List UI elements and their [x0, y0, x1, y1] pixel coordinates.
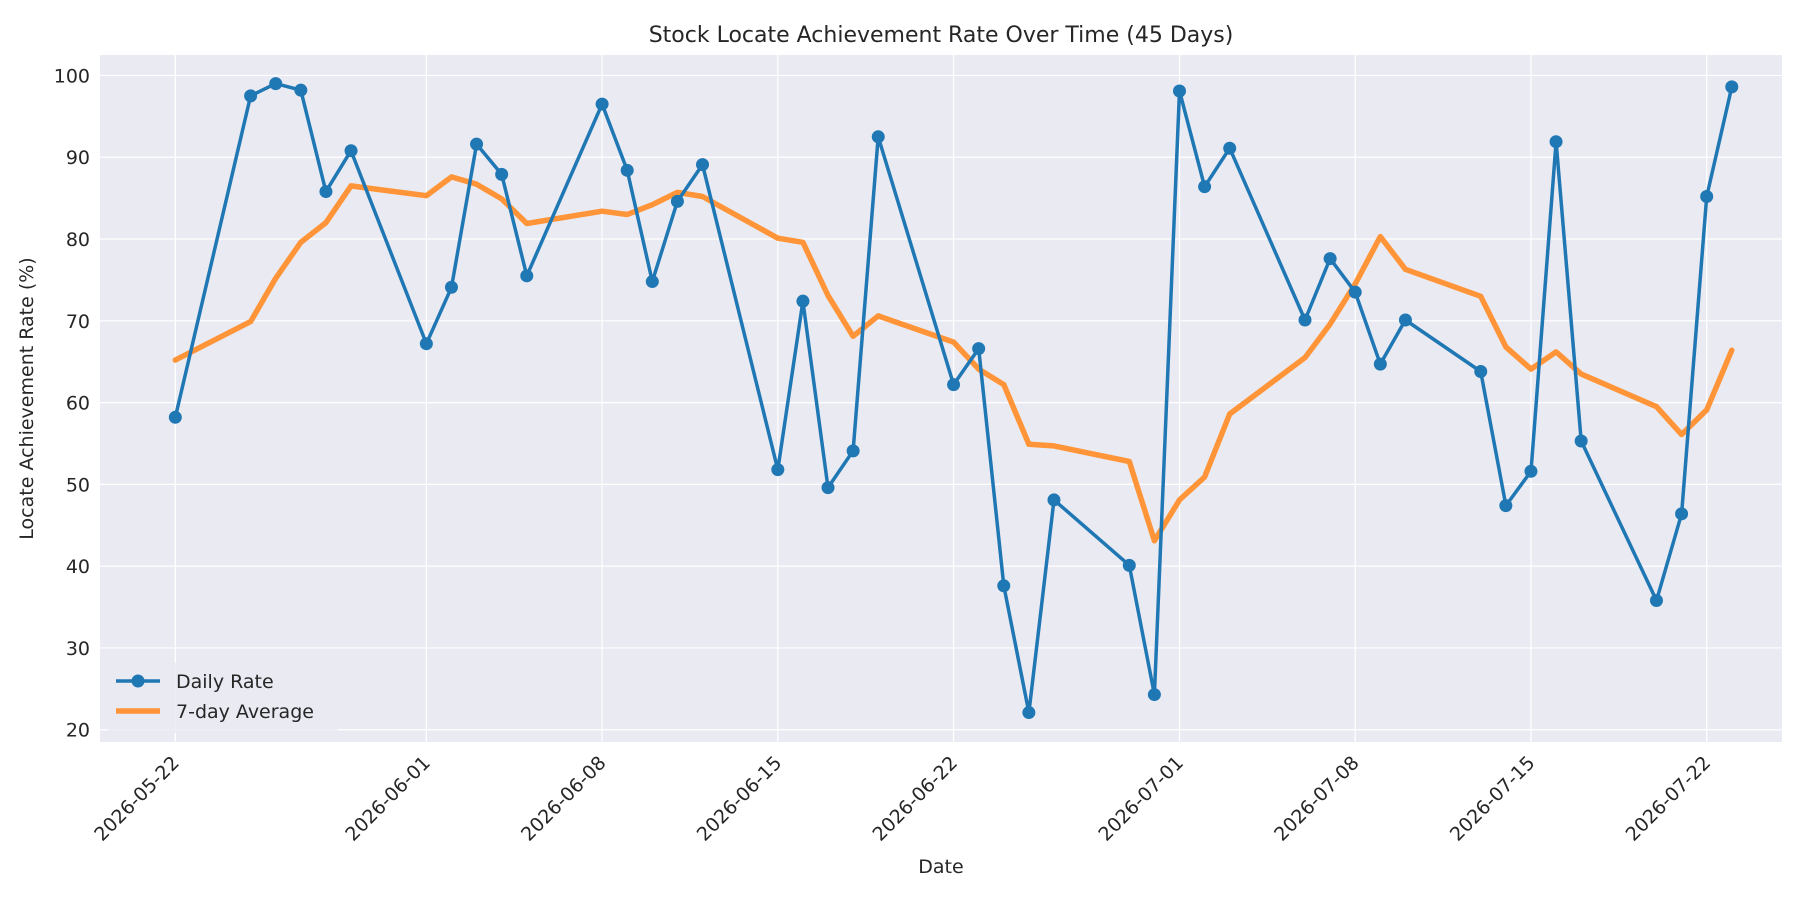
data-point: [972, 342, 986, 356]
data-point: [1524, 464, 1538, 478]
x-tick-label: 2026-07-08: [1270, 752, 1364, 846]
data-point: [1574, 434, 1588, 448]
y-tick-label: 60: [66, 393, 90, 415]
data-point: [670, 194, 684, 208]
x-tick-label: 2026-06-15: [693, 752, 787, 846]
y-tick-label: 80: [66, 229, 90, 251]
y-axis-label: Locate Achievement Rate (%): [16, 257, 38, 539]
x-tick-label: 2026-07-22: [1622, 752, 1716, 846]
data-point: [1725, 80, 1739, 94]
data-point: [821, 481, 835, 495]
x-tick-label: 2026-05-22: [90, 752, 184, 846]
series-line-7-day-average: [172, 174, 1735, 544]
data-point: [168, 410, 182, 424]
data-point: [520, 269, 534, 283]
legend: Daily Rate 7-day Average: [108, 663, 338, 733]
grid: [100, 55, 1782, 742]
legend-background: [108, 663, 338, 733]
x-axis-label: Date: [918, 856, 963, 878]
data-point: [1122, 558, 1136, 572]
x-tick-label: 2026-07-01: [1094, 752, 1188, 846]
data-point: [1499, 499, 1513, 513]
x-tick-label: 2026-06-22: [868, 752, 962, 846]
data-point: [1147, 688, 1161, 702]
y-tick-label: 20: [66, 720, 90, 742]
data-point: [696, 158, 710, 172]
data-point: [419, 337, 433, 351]
data-point: [771, 463, 785, 477]
data-point: [1223, 141, 1237, 155]
y-tick-label: 40: [66, 556, 90, 578]
data-point: [294, 83, 308, 97]
data-point: [1675, 507, 1689, 521]
data-point: [470, 137, 484, 151]
x-tick-label: 2026-06-01: [341, 752, 435, 846]
x-tick-label: 2026-06-08: [517, 752, 611, 846]
data-point: [1373, 357, 1387, 371]
chart-title: Stock Locate Achievement Rate Over Time …: [649, 23, 1234, 48]
legend-entry-daily-rate: Daily Rate: [176, 671, 274, 693]
data-point: [871, 130, 885, 144]
data-point: [1348, 285, 1362, 299]
data-point: [1700, 189, 1714, 203]
data-point: [997, 579, 1011, 593]
data-point: [1398, 313, 1412, 327]
data-point: [319, 185, 333, 199]
y-tick-label: 30: [66, 638, 90, 660]
series-layer: [168, 77, 1739, 720]
data-point: [1172, 84, 1186, 98]
data-point: [269, 77, 283, 91]
data-point: [1649, 594, 1663, 608]
data-point: [1323, 252, 1337, 266]
y-tick-label: 70: [66, 311, 90, 333]
y-tick-label: 50: [66, 474, 90, 496]
data-point: [1474, 365, 1488, 379]
data-point: [947, 378, 961, 392]
data-point: [1298, 313, 1312, 327]
data-point: [796, 294, 810, 308]
y-tick-label: 100: [54, 65, 90, 87]
data-point: [595, 97, 609, 111]
data-point: [444, 280, 458, 294]
data-point: [344, 144, 358, 158]
data-point: [1022, 706, 1036, 720]
data-point: [1047, 493, 1061, 507]
data-point: [846, 444, 860, 458]
legend-marker-daily-rate: [131, 674, 145, 688]
x-tick-label: 2026-07-15: [1446, 752, 1540, 846]
data-point: [645, 275, 659, 289]
data-point: [620, 163, 634, 177]
data-point: [244, 89, 258, 103]
legend-entry-7-day-average: 7-day Average: [176, 701, 314, 723]
plot-area: [100, 55, 1782, 742]
data-point: [1549, 135, 1563, 149]
data-point: [495, 167, 509, 181]
y-tick-label: 90: [66, 147, 90, 169]
data-point: [1198, 180, 1212, 194]
